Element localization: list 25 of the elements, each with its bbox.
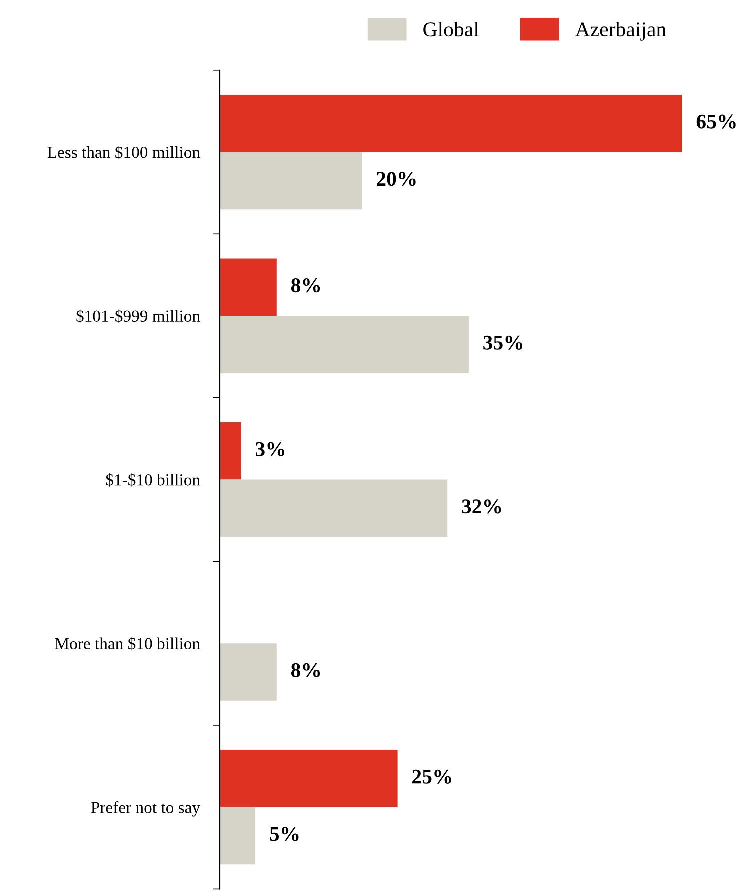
legend-label: Azerbaijan — [575, 22, 666, 41]
y-tick-label: $1-$10 billion — [106, 474, 200, 487]
bar — [220, 258, 277, 316]
bar — [220, 316, 469, 374]
y-tick-label: Prefer not to say — [91, 801, 200, 817]
data-label: 32% — [462, 500, 502, 514]
y-tick-label: More than $10 billion — [55, 637, 200, 651]
data-label: 5% — [270, 827, 299, 842]
data-label: 35% — [484, 336, 523, 350]
bar — [220, 94, 682, 152]
legend-label: Global — [424, 22, 480, 37]
data-label: 25% — [412, 770, 452, 784]
bar — [220, 750, 398, 808]
data-label: 8% — [291, 663, 320, 678]
bar — [220, 422, 242, 480]
bar — [220, 152, 362, 210]
y-tick-label: $101-$999 million — [76, 310, 200, 324]
y-tick-label: Less than $100 million — [48, 146, 200, 160]
bar — [220, 807, 256, 865]
data-label: 8% — [291, 278, 320, 293]
bar — [220, 644, 277, 701]
data-label: 3% — [256, 442, 284, 456]
bar — [220, 480, 448, 538]
data-label: 65% — [696, 114, 736, 129]
data-label: 20% — [376, 172, 416, 186]
